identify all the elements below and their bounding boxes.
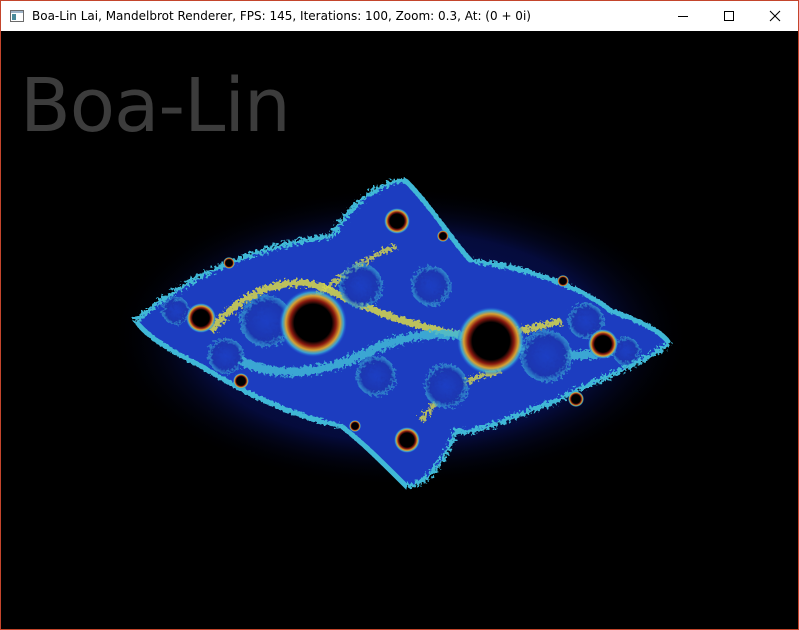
julia-set-shape	[132, 178, 673, 489]
close-icon	[769, 10, 781, 22]
render-canvas[interactable]: Boa-Lin	[1, 31, 798, 629]
title-bar[interactable]: Boa-Lin Lai, Mandelbrot Renderer, FPS: 1…	[1, 1, 798, 31]
maximize-button[interactable]	[706, 1, 752, 31]
window-title: Boa-Lin Lai, Mandelbrot Renderer, FPS: 1…	[32, 9, 531, 23]
fractal-image	[111, 178, 691, 489]
fractal-core-right	[457, 307, 525, 375]
app-window-icon	[9, 8, 25, 24]
maximize-icon	[724, 11, 734, 21]
fractal-core-left	[279, 289, 347, 357]
close-button[interactable]	[752, 1, 798, 31]
minimize-icon	[678, 16, 688, 17]
watermark-text: Boa-Lin	[20, 63, 291, 149]
minimize-button[interactable]	[660, 1, 706, 31]
